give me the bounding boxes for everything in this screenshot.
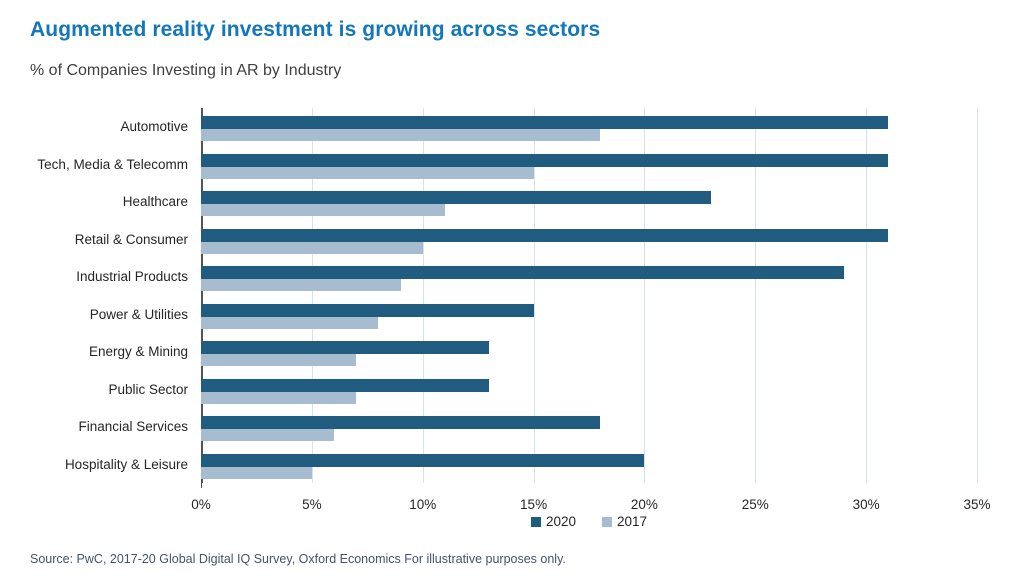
bar-2020	[201, 228, 889, 242]
gridline	[533, 108, 535, 483]
x-tick-label: 15%	[520, 497, 548, 512]
bar-2017	[201, 129, 601, 141]
legend: 2020 2017	[201, 514, 977, 529]
category-label: Energy & Mining	[88, 344, 188, 360]
gridline	[311, 108, 313, 483]
bar-group	[201, 408, 977, 446]
bar-2020	[201, 341, 490, 354]
bar-2017	[201, 466, 312, 479]
legend-label: 2017	[617, 514, 648, 529]
category-label: Public Sector	[108, 381, 188, 397]
gridline	[866, 108, 868, 483]
category-label: Financial Services	[78, 419, 188, 435]
bar-2017	[201, 204, 445, 216]
bar-group	[201, 333, 977, 371]
bar-2017	[201, 354, 357, 366]
bar-group	[201, 296, 977, 334]
x-tick-label: 5%	[302, 497, 322, 512]
bar-2020	[201, 303, 534, 317]
legend-label: 2020	[545, 514, 576, 529]
bar-group	[201, 221, 977, 259]
x-tick-label: 0%	[191, 497, 211, 512]
bar-2017	[201, 279, 401, 291]
x-tick-label: 20%	[630, 497, 658, 512]
chart-subtitle: % of Companies Investing in AR by Indust…	[30, 62, 342, 79]
chart-title: Augmented reality investment is growing …	[30, 18, 601, 41]
category-label: Automotive	[120, 119, 188, 135]
gridline	[644, 108, 646, 483]
bar-2017	[201, 429, 335, 441]
bar-chart: Automotive Tech, Media & Telecomm Healthca…	[0, 108, 1024, 529]
axis-tick-mark	[200, 483, 202, 488]
x-tick-label: 35%	[963, 497, 991, 512]
legend-swatch-icon	[530, 516, 541, 527]
y-axis-line	[201, 108, 203, 483]
category-label: Power & Utilities	[89, 306, 188, 322]
bar-2020	[201, 266, 844, 279]
value-axis: 0% 5% 10% 15% 20% 25% 30% 35%	[191, 491, 990, 512]
x-tick-label: 25%	[741, 497, 769, 512]
bar-2020	[201, 453, 645, 467]
bar-2017	[201, 316, 379, 329]
bar-2020	[201, 191, 711, 204]
x-tick-label: 10%	[409, 497, 437, 512]
bar-2020	[201, 116, 889, 129]
gridline	[755, 108, 757, 483]
bar-group	[201, 183, 977, 221]
x-tick-label: 30%	[852, 497, 880, 512]
bar-2020	[201, 416, 601, 429]
bar-2017	[201, 241, 423, 254]
bar-2017	[201, 166, 534, 179]
category-axis: Automotive Tech, Media & Telecomm Healthca…	[0, 108, 188, 483]
bar-group	[201, 258, 977, 296]
bar-2020	[201, 153, 889, 167]
plot-area	[200, 108, 978, 488]
bar-2020	[201, 378, 490, 392]
gridline	[422, 108, 424, 483]
gridline	[977, 108, 978, 483]
category-label: Industrial Products	[76, 269, 188, 285]
category-label: Hospitality & Leisure	[64, 456, 188, 472]
category-label: Healthcare	[122, 194, 188, 210]
bar-group	[201, 371, 977, 409]
category-label: Tech, Media & Telecomm	[37, 156, 188, 172]
source-note: Source: PwC, 2017-20 Global Digital IQ S…	[30, 552, 566, 566]
bar-group	[201, 446, 977, 484]
legend-item-2020: 2020	[530, 514, 576, 529]
legend-swatch-icon	[602, 516, 612, 527]
legend-item-2017: 2017	[602, 514, 647, 529]
bar-group	[201, 146, 977, 184]
bar-2017	[201, 391, 357, 404]
category-label: Retail & Consumer	[74, 231, 188, 247]
bar-group	[201, 108, 977, 146]
